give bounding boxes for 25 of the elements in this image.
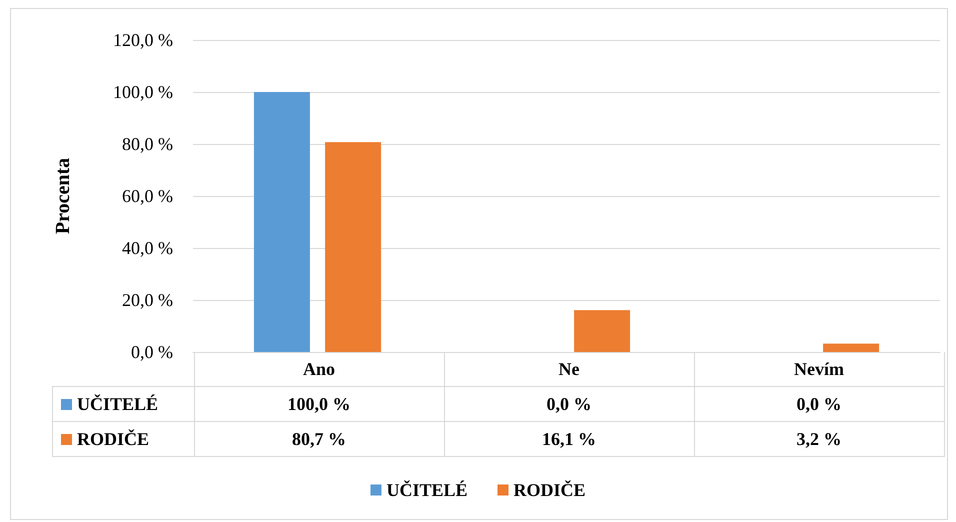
legend-label: RODIČE xyxy=(514,480,586,500)
bar xyxy=(823,344,880,352)
y-tick-label: 120,0 % xyxy=(113,30,173,50)
y-tick-label: 60,0 % xyxy=(122,186,173,206)
y-axis-title: Procenta xyxy=(52,158,74,234)
data-label: 3,2 % xyxy=(694,422,944,456)
x-tick-label: Ano xyxy=(194,352,444,386)
data-label: 16,1 % xyxy=(444,422,694,456)
data-label: 0,0 % xyxy=(694,386,944,422)
data-label: 0,0 % xyxy=(444,386,694,422)
y-tick-label: 100,0 % xyxy=(113,82,173,102)
x-tick-label: Nevím xyxy=(694,352,944,386)
bar xyxy=(254,92,310,352)
x-tick-label: Ne xyxy=(444,352,694,386)
text: RODIČE xyxy=(77,428,150,448)
text: UČITELÉ xyxy=(386,480,468,500)
bar xyxy=(325,142,382,352)
y-tick-label: 0,0 % xyxy=(131,342,173,362)
y-tick-label: 20,0 % xyxy=(122,290,173,310)
legend-label: UČITELÉ xyxy=(52,386,194,422)
data-label: 80,7 % xyxy=(194,422,444,456)
y-tick-label: 80,0 % xyxy=(122,134,173,154)
bar xyxy=(574,310,630,352)
y-tick-label: 40,0 % xyxy=(122,238,173,258)
data-label: 100,0 % xyxy=(194,386,444,422)
